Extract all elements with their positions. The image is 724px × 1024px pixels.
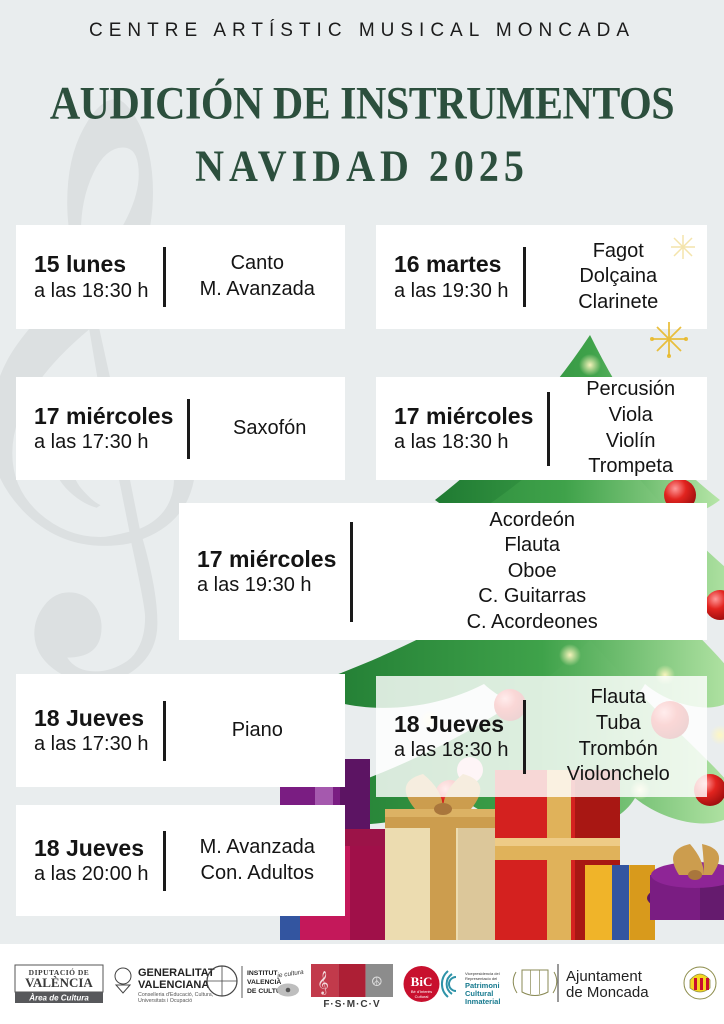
svg-text:☮: ☮ [371, 974, 383, 989]
svg-text:VALENCIANA: VALENCIANA [138, 979, 209, 991]
svg-text:VALENCIÀ: VALENCIÀ [247, 977, 281, 986]
svg-text:Ajuntament: Ajuntament [566, 968, 643, 985]
svg-text:Universitats i Ocupació: Universitats i Ocupació [138, 998, 192, 1004]
svg-text:F·S·M·C·V: F·S·M·C·V [323, 999, 380, 1010]
svg-text:de Moncada: de Moncada [566, 984, 649, 1001]
svg-text:INSTITUT: INSTITUT [247, 970, 278, 977]
svg-text:VALÈNCIA: VALÈNCIA [25, 975, 93, 990]
svg-text:je cultura: je cultura [276, 969, 304, 980]
svg-text:Àrea de Cultura: Àrea de Cultura [28, 994, 89, 1003]
svg-text:𝄞: 𝄞 [317, 972, 329, 995]
svg-text:Cultural: Cultural [415, 994, 429, 999]
svg-text:BiC: BiC [411, 974, 433, 989]
svg-text:GENERALITAT: GENERALITAT [138, 967, 215, 979]
svg-text:Inmaterial: Inmaterial [465, 997, 500, 1006]
